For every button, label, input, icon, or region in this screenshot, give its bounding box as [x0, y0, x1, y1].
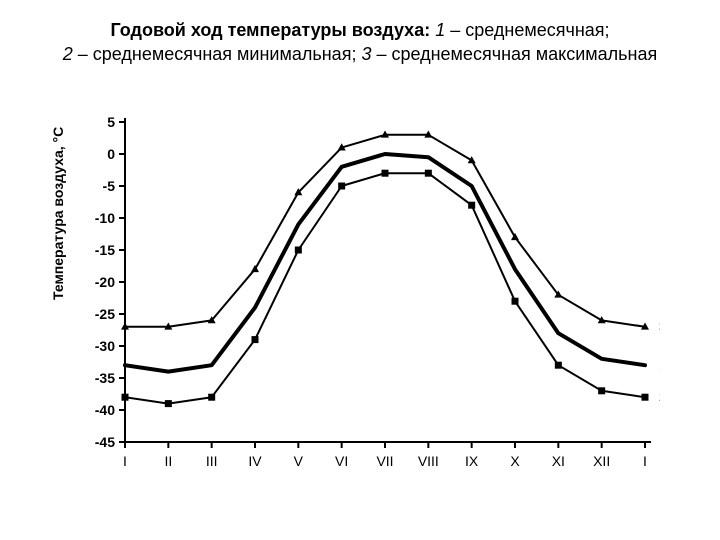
legend-3-num: 3	[361, 44, 371, 64]
svg-text:XI: XI	[552, 453, 565, 469]
legend-2-text: – среднемесячная минимальная;	[73, 44, 362, 64]
svg-text:XII: XII	[593, 453, 610, 469]
svg-text:IX: IX	[465, 453, 479, 469]
title-main: Годовой ход температуры воздуха:	[110, 20, 430, 40]
svg-text:2: 2	[659, 390, 660, 404]
svg-text:I: I	[643, 453, 647, 469]
svg-text:-40: -40	[95, 402, 115, 418]
svg-text:VIII: VIII	[418, 453, 439, 469]
svg-text:VI: VI	[335, 453, 348, 469]
legend-1-text: – среднемесячная;	[445, 20, 609, 40]
page: Годовой ход температуры воздуха: 1 – сре…	[0, 0, 720, 540]
svg-text:II: II	[164, 453, 172, 469]
svg-text:-5: -5	[103, 178, 116, 194]
svg-text:-35: -35	[95, 370, 115, 386]
chart-area: 50-5-10-15-20-25-30-35-40-45IIIIIIIVVVIV…	[70, 110, 660, 500]
svg-text:V: V	[294, 453, 304, 469]
svg-text:0: 0	[107, 146, 115, 162]
legend-2-num: 2	[63, 44, 73, 64]
svg-text:I: I	[123, 453, 127, 469]
svg-text:-10: -10	[95, 210, 115, 226]
svg-text:5: 5	[107, 114, 115, 130]
svg-text:IV: IV	[248, 453, 262, 469]
chart-title: Годовой ход температуры воздуха: 1 – сре…	[0, 18, 720, 67]
legend-3-text: – среднемесячная максимальная	[371, 44, 657, 64]
svg-text:III: III	[206, 453, 218, 469]
svg-text:X: X	[510, 453, 520, 469]
legend-1-num: 1	[435, 20, 445, 40]
y-axis-label: Температура воздуха, °С	[50, 127, 66, 300]
svg-text:1: 1	[659, 358, 660, 372]
svg-text:3: 3	[659, 320, 660, 334]
svg-text:-20: -20	[95, 274, 115, 290]
svg-text:-45: -45	[95, 434, 115, 450]
line-chart: 50-5-10-15-20-25-30-35-40-45IIIIIIIVVVIV…	[70, 110, 660, 500]
svg-text:-30: -30	[95, 338, 115, 354]
svg-text:VII: VII	[376, 453, 393, 469]
svg-text:-25: -25	[95, 306, 115, 322]
svg-text:-15: -15	[95, 242, 115, 258]
